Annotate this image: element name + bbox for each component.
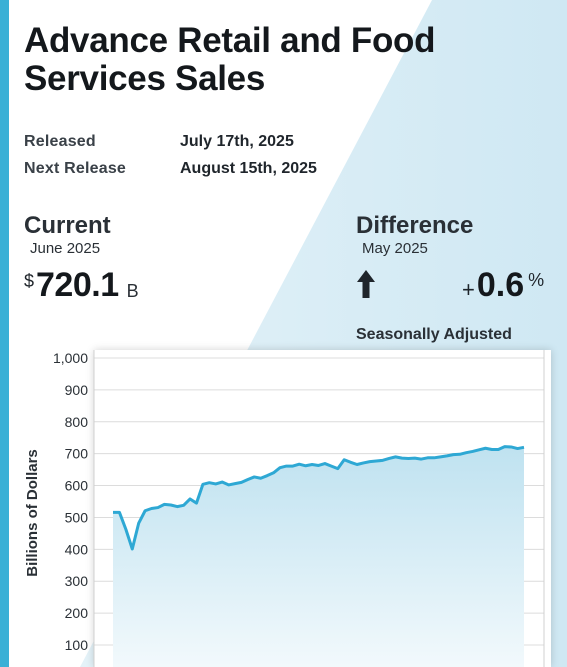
series-line bbox=[112, 445, 525, 551]
y-tick-label: 700 bbox=[65, 446, 89, 462]
y-tick-label: 800 bbox=[65, 414, 89, 430]
current-heading: Current bbox=[24, 212, 111, 239]
series-area bbox=[113, 446, 524, 667]
difference-heading: Difference bbox=[356, 212, 474, 239]
y-tick-label: 200 bbox=[65, 605, 89, 621]
released-value: July 17th, 2025 bbox=[180, 133, 294, 150]
y-tick-label: 300 bbox=[65, 573, 89, 589]
current-period: June 2025 bbox=[30, 240, 101, 257]
released-label: Released bbox=[24, 133, 96, 150]
arrow-up-icon bbox=[357, 270, 375, 298]
page-title: Advance Retail and Food Services Sales bbox=[24, 21, 436, 98]
y-tick-label: 600 bbox=[65, 478, 89, 494]
difference-unit: % bbox=[528, 270, 545, 290]
y-tick-label: 100 bbox=[65, 637, 89, 653]
y-tick-label: 500 bbox=[65, 509, 89, 525]
difference-value: + 0.6 % bbox=[462, 266, 544, 305]
difference-number: 0.6 bbox=[476, 266, 525, 304]
next-release-label: Next Release bbox=[24, 160, 127, 177]
difference-period: May 2025 bbox=[362, 240, 428, 257]
seasonally-adjusted-note: Seasonally Adjusted bbox=[356, 326, 512, 343]
current-value: $ 720.1 B bbox=[24, 266, 139, 310]
current-unit: B bbox=[126, 281, 139, 301]
currency-symbol: $ bbox=[24, 271, 35, 291]
next-release-value: August 15th, 2025 bbox=[180, 160, 317, 177]
y-axis-title: Billions of Dollars bbox=[24, 449, 41, 577]
y-tick-label: 400 bbox=[65, 541, 89, 557]
y-tick-label: 900 bbox=[65, 382, 89, 398]
current-number: 720.1 bbox=[36, 266, 119, 304]
difference-sign: + bbox=[462, 277, 475, 302]
y-tick-label: 1,000 bbox=[53, 350, 88, 366]
left-accent-bar bbox=[0, 0, 9, 667]
